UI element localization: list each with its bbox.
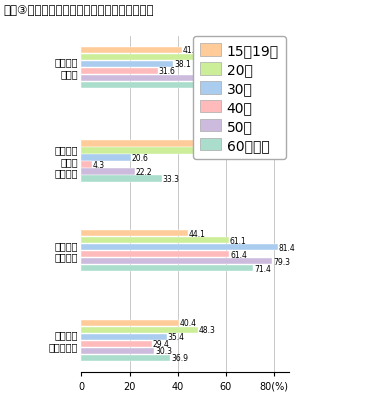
Bar bbox=[81, 334, 167, 340]
Text: 61.4: 61.4 bbox=[230, 250, 247, 259]
Text: 29.4: 29.4 bbox=[153, 339, 170, 349]
Bar bbox=[81, 252, 229, 258]
Bar bbox=[81, 162, 92, 168]
Bar bbox=[81, 148, 215, 154]
Bar bbox=[81, 320, 179, 326]
Text: 81.4: 81.4 bbox=[278, 243, 295, 252]
Text: 79.3: 79.3 bbox=[273, 257, 290, 266]
Bar bbox=[81, 176, 162, 182]
Legend: 15～19歳, 20代, 30代, 40代, 50代, 60代以上: 15～19歳, 20代, 30代, 40代, 50代, 60代以上 bbox=[194, 38, 286, 159]
Text: 54.7: 54.7 bbox=[214, 140, 231, 149]
Text: 71.4: 71.4 bbox=[254, 264, 271, 273]
Text: 自分専用
家庭用
ゲーム機: 自分専用 家庭用 ゲーム機 bbox=[54, 145, 78, 178]
Bar bbox=[81, 341, 152, 347]
Text: 48.3: 48.3 bbox=[198, 325, 215, 335]
Bar bbox=[81, 169, 135, 175]
Bar bbox=[81, 83, 226, 89]
Bar bbox=[81, 348, 154, 354]
Text: 36.9: 36.9 bbox=[171, 354, 188, 363]
Bar bbox=[81, 48, 182, 54]
Text: 61.1: 61.1 bbox=[229, 236, 246, 245]
Text: 22.2: 22.2 bbox=[136, 168, 152, 177]
Text: 57.0: 57.0 bbox=[219, 53, 236, 62]
Text: 38.1: 38.1 bbox=[174, 60, 191, 69]
Text: 31.6: 31.6 bbox=[158, 67, 175, 76]
Bar bbox=[81, 76, 197, 82]
Bar bbox=[81, 266, 253, 272]
Text: 60.0: 60.0 bbox=[227, 81, 244, 90]
Bar bbox=[81, 62, 173, 68]
Text: 自分専用
パソコン: 自分専用 パソコン bbox=[54, 240, 78, 262]
Bar bbox=[81, 155, 131, 161]
Text: 20.6: 20.6 bbox=[132, 154, 149, 163]
Bar bbox=[81, 355, 170, 361]
Bar bbox=[81, 141, 213, 147]
Text: 55.6: 55.6 bbox=[216, 147, 233, 156]
Text: 47.9: 47.9 bbox=[198, 74, 215, 83]
Text: 30.3: 30.3 bbox=[155, 347, 172, 356]
Bar bbox=[81, 327, 198, 333]
Text: 44.1: 44.1 bbox=[188, 229, 205, 238]
Text: 41.8: 41.8 bbox=[183, 46, 199, 55]
Bar bbox=[81, 55, 219, 61]
Text: 4.3: 4.3 bbox=[92, 161, 105, 170]
Text: 35.4: 35.4 bbox=[167, 332, 184, 342]
Bar bbox=[81, 244, 278, 251]
Text: 33.3: 33.3 bbox=[162, 175, 179, 184]
Text: 40.4: 40.4 bbox=[179, 318, 196, 328]
Bar bbox=[81, 237, 229, 244]
Bar bbox=[81, 230, 188, 237]
Bar bbox=[81, 69, 158, 75]
Bar bbox=[81, 259, 272, 265]
Text: 自分専用
テレビ: 自分専用 テレビ bbox=[54, 57, 78, 79]
Text: 図表③　情報機器利用者における個人保有状況: 図表③ 情報機器利用者における個人保有状況 bbox=[4, 4, 154, 17]
Text: 自分専用
加入電話機: 自分専用 加入電話機 bbox=[48, 330, 78, 351]
